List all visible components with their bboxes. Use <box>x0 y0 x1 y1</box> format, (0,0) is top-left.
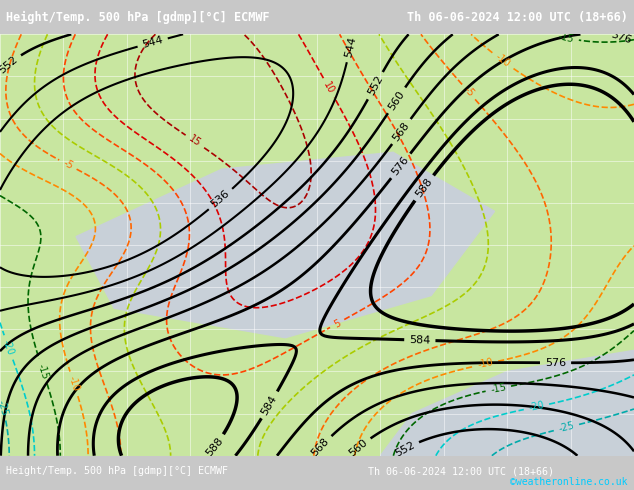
Text: -5: -5 <box>462 85 476 99</box>
Text: 568: 568 <box>310 436 332 459</box>
Text: 588: 588 <box>414 176 434 199</box>
Text: 552: 552 <box>393 440 417 458</box>
Text: Th 06-06-2024 12:00 UTC (18+66): Th 06-06-2024 12:00 UTC (18+66) <box>368 466 553 476</box>
Polygon shape <box>76 152 495 338</box>
Text: -15: -15 <box>36 362 50 380</box>
Text: 560: 560 <box>387 89 406 112</box>
Text: 544: 544 <box>343 35 358 58</box>
Polygon shape <box>380 350 634 456</box>
Text: ©weatheronline.co.uk: ©weatheronline.co.uk <box>510 477 628 487</box>
Text: -15: -15 <box>557 31 575 44</box>
Text: 552: 552 <box>366 74 385 98</box>
Text: 560: 560 <box>347 437 370 459</box>
Text: 568: 568 <box>391 120 411 143</box>
Text: 552: 552 <box>0 54 20 75</box>
Text: -10: -10 <box>477 357 495 370</box>
Text: -15: -15 <box>489 382 507 395</box>
Text: 576: 576 <box>391 154 411 177</box>
Text: Height/Temp. 500 hPa [gdmp][°C] ECMWF: Height/Temp. 500 hPa [gdmp][°C] ECMWF <box>6 466 228 476</box>
Text: 584: 584 <box>409 335 430 345</box>
Text: 536: 536 <box>209 189 232 210</box>
Text: -20: -20 <box>1 338 16 357</box>
Text: 10: 10 <box>321 80 336 96</box>
Text: -5: -5 <box>61 158 74 172</box>
Text: -10: -10 <box>493 52 512 70</box>
Text: 584: 584 <box>260 393 279 416</box>
Text: -10: -10 <box>67 375 81 393</box>
Text: 5: 5 <box>332 318 342 329</box>
Text: 588: 588 <box>204 436 225 458</box>
Text: Th 06-06-2024 12:00 UTC (18+66): Th 06-06-2024 12:00 UTC (18+66) <box>407 11 628 24</box>
Text: 576: 576 <box>610 29 633 46</box>
Text: Height/Temp. 500 hPa [gdmp][°C] ECMWF: Height/Temp. 500 hPa [gdmp][°C] ECMWF <box>6 11 270 24</box>
Text: -20: -20 <box>527 400 545 414</box>
Text: -25: -25 <box>0 399 10 417</box>
Text: 544: 544 <box>141 35 164 50</box>
Text: 15: 15 <box>187 134 203 149</box>
Text: -25: -25 <box>557 421 576 434</box>
Text: 576: 576 <box>545 358 566 368</box>
